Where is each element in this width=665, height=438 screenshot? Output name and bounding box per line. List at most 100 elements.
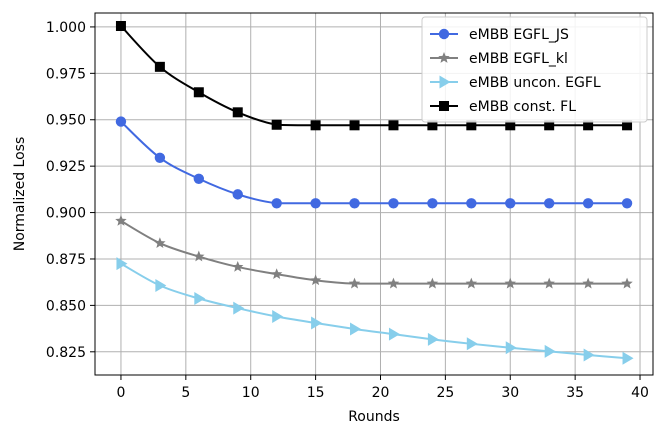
legend-marker	[438, 52, 450, 63]
series-line-embb-egfl-js	[120, 120, 628, 205]
data-point-embb-uncon-egfl	[388, 327, 400, 341]
data-point-embb-egfl-kl	[270, 268, 283, 280]
data-point-embb-egfl-js	[232, 189, 243, 200]
y-tick-label: 1.000	[46, 20, 86, 36]
y-tick-label: 0.975	[46, 66, 86, 82]
legend-item-embb-uncon-egfl: eMBB uncon. EGFL	[430, 75, 601, 91]
data-point-embb-egfl-js	[310, 198, 321, 209]
series-embb-uncon-egfl	[116, 257, 634, 365]
data-point-embb-uncon-egfl	[583, 348, 595, 362]
data-point-embb-egfl-kl	[387, 277, 400, 289]
x-tick-label: 0	[116, 385, 125, 401]
data-point-embb-const-fl	[544, 120, 555, 131]
data-point-embb-uncon-egfl	[155, 279, 167, 293]
data-point-embb-egfl-kl	[193, 250, 205, 262]
data-point-embb-egfl-js	[154, 152, 166, 163]
y-tick-label: 0.950	[46, 113, 86, 129]
legend-item-embb-egfl-kl: eMBB EGFL_kl	[430, 51, 568, 67]
data-point-embb-uncon-egfl	[233, 301, 245, 315]
data-point-embb-egfl-kl	[115, 214, 127, 226]
data-point-embb-uncon-egfl	[116, 257, 128, 271]
data-point-embb-const-fl	[427, 120, 438, 131]
y-tick-label: 0.900	[46, 206, 86, 222]
data-point-embb-egfl-kl	[504, 277, 516, 289]
series-embb-egfl-kl	[115, 214, 633, 289]
legend-item-embb-egfl-js: eMBB EGFL_JS	[430, 27, 569, 43]
data-point-embb-uncon-egfl	[466, 337, 478, 351]
x-tick-label: 10	[242, 385, 260, 401]
y-tick-label: 0.850	[46, 298, 86, 314]
series-line-embb-egfl-kl	[120, 220, 628, 285]
legend-label: eMBB const. FL	[469, 99, 576, 115]
legend-label: eMBB uncon. EGFL	[469, 75, 601, 91]
data-point-embb-egfl-kl	[309, 274, 322, 286]
data-point-embb-uncon-egfl	[544, 344, 556, 358]
data-point-embb-egfl-kl	[621, 277, 633, 289]
data-point-embb-const-fl	[583, 120, 594, 131]
data-point-embb-egfl-js	[427, 198, 438, 209]
legend-item-embb-const-fl: eMBB const. FL	[430, 99, 576, 115]
axis-ticks: 0 5 10 15 20 25 30 35 40 0.825 0.850 0.875 0.900 0.92…	[46, 20, 649, 401]
legend-marker	[438, 28, 450, 40]
data-point-embb-egfl-js	[543, 198, 555, 209]
data-point-embb-egfl-js	[193, 173, 205, 184]
data-point-embb-uncon-egfl	[350, 322, 362, 336]
data-point-embb-egfl-js	[582, 198, 594, 209]
x-tick-label: 20	[372, 385, 390, 401]
data-point-embb-egfl-kl	[465, 277, 478, 289]
data-point-embb-uncon-egfl	[311, 316, 323, 330]
data-point-embb-egfl-kl	[582, 277, 594, 289]
data-point-embb-egfl-js	[271, 198, 282, 209]
data-point-embb-egfl-js	[388, 198, 399, 209]
data-point-embb-const-fl	[349, 120, 360, 131]
x-tick-label: 15	[307, 385, 325, 401]
series-group	[115, 20, 634, 365]
data-point-embb-egfl-js	[349, 198, 360, 209]
data-point-embb-const-fl	[154, 61, 165, 72]
y-tick-label: 0.925	[46, 159, 86, 175]
series-line-embb-uncon-egfl	[120, 262, 628, 360]
data-point-embb-const-fl	[310, 120, 321, 131]
y-axis-label: Normalized Loss	[12, 137, 28, 252]
data-point-embb-egfl-js	[466, 198, 477, 209]
data-point-embb-uncon-egfl	[194, 292, 206, 306]
data-point-embb-uncon-egfl	[427, 332, 439, 346]
legend-label: eMBB EGFL_JS	[469, 27, 569, 43]
x-tick-label: 5	[181, 385, 190, 401]
data-point-embb-const-fl	[388, 120, 399, 131]
data-point-embb-egfl-kl	[426, 277, 439, 289]
legend-box	[421, 16, 648, 123]
legend-marker	[439, 101, 449, 111]
legend-label: eMBB EGFL_kl	[469, 51, 568, 67]
legend-marker	[439, 75, 451, 89]
data-point-embb-egfl-kl	[232, 260, 244, 272]
x-axis-label: Rounds	[348, 409, 400, 425]
data-point-embb-const-fl	[622, 120, 633, 131]
plot-frame	[94, 12, 654, 376]
data-point-embb-egfl-js	[621, 198, 633, 209]
x-tick-label: 30	[501, 385, 519, 401]
series-embb-const-fl	[115, 20, 633, 131]
data-point-embb-const-fl	[115, 20, 126, 31]
data-point-embb-egfl-js	[505, 198, 516, 209]
y-tick-label: 0.875	[46, 252, 86, 268]
data-point-embb-uncon-egfl	[622, 351, 634, 365]
x-tick-label: 25	[436, 385, 454, 401]
data-point-embb-uncon-egfl	[272, 310, 284, 324]
data-point-embb-egfl-js	[115, 116, 127, 127]
series-embb-egfl-js	[115, 116, 633, 209]
data-point-embb-egfl-kl	[154, 237, 166, 249]
data-point-embb-const-fl	[466, 120, 477, 131]
data-point-embb-const-fl	[271, 119, 282, 130]
data-point-embb-uncon-egfl	[505, 341, 517, 355]
data-point-embb-const-fl	[232, 107, 243, 118]
legend: eMBB EGFL_JS eMBB EGFL_kl eMBB uncon. EGFL…	[421, 16, 648, 123]
x-tick-label: 40	[631, 385, 649, 401]
data-point-embb-egfl-kl	[348, 277, 361, 289]
data-point-embb-const-fl	[193, 87, 204, 98]
x-tick-label: 35	[566, 385, 584, 401]
data-point-embb-egfl-kl	[543, 277, 555, 289]
y-tick-label: 0.825	[46, 345, 86, 361]
